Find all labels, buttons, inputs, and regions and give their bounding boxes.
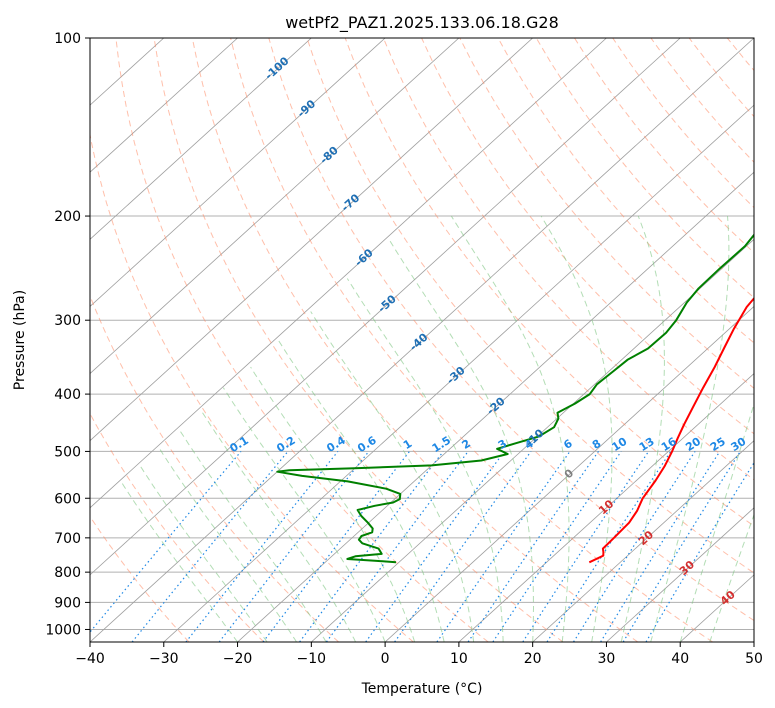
x-tick-label: −30 (149, 651, 179, 667)
isotherm-line (163, 104, 754, 642)
x-axis: −40 −30 −20 −10 0 10 20 30 40 50 (75, 642, 763, 667)
mixing-ratio-line (467, 451, 599, 642)
x-tick-label: 10 (450, 651, 468, 667)
y-tick-label: 900 (54, 595, 81, 611)
mixing-ratio-line (622, 451, 741, 642)
x-axis-title: Temperature (°C) (361, 681, 483, 697)
y-tick-label: 600 (54, 491, 81, 507)
mixing-ratio-line (185, 451, 339, 642)
y-axis-title: Pressure (hPa) (12, 290, 28, 390)
y-tick-label: 200 (54, 209, 81, 225)
dry-adiabat (535, 38, 754, 299)
x-tick-label: 40 (671, 651, 689, 667)
isotherm-line (90, 38, 238, 173)
x-tick-label: −20 (223, 651, 253, 667)
y-tick-label: 100 (54, 31, 81, 47)
mixing-ratio-line (262, 451, 410, 642)
dry-adiabat (153, 38, 564, 642)
y-tick-label: 700 (54, 531, 81, 547)
y-axis: 100 200 300 400 500 600 700 800 900 1000 (45, 31, 90, 638)
x-tick-label: 30 (598, 651, 616, 667)
x-tick-label: 20 (524, 651, 542, 667)
y-tick-label: 1000 (45, 622, 81, 638)
mixing-ratio-line (436, 451, 571, 642)
mixing-ratio-line (522, 451, 650, 642)
mixing-ratio-line (394, 451, 532, 642)
moist-adiabat (346, 278, 504, 642)
chart-title: wetPf2_PAZ1.2025.133.06.18.G28 (285, 13, 559, 33)
moist-adiabat (278, 340, 445, 642)
dry-adiabat (497, 38, 754, 344)
moist-adiabat (310, 311, 475, 642)
isotherm-line (90, 38, 460, 375)
isotherm-line (90, 38, 754, 642)
isotherm-line (237, 171, 754, 642)
isotherm-line (606, 507, 754, 642)
dry-adiabat (344, 38, 754, 527)
x-tick-label: 50 (745, 651, 763, 667)
x-tick-label: 0 (381, 651, 390, 667)
x-tick-label: −40 (75, 651, 105, 667)
isotherm-line (90, 38, 533, 442)
mixing-ratio-line (131, 451, 289, 642)
mixing-ratio-line (492, 451, 622, 642)
isotherm-line (384, 305, 754, 642)
isotherm-line (90, 38, 312, 240)
moist-adiabat (450, 215, 570, 642)
dry-adiabat (90, 294, 339, 642)
moist-adiabat (620, 215, 665, 642)
isotherm-line (90, 38, 386, 307)
y-tick-label: 800 (54, 565, 81, 581)
dry-adiabat (459, 38, 754, 389)
dry-adiabat (90, 412, 265, 642)
plot-frame (89, 37, 755, 643)
mixing-ratio-line (600, 451, 721, 642)
dry-adiabat (115, 38, 489, 642)
y-tick-label: 500 (54, 444, 81, 460)
dry-adiabat (191, 38, 639, 642)
isotherm-line (532, 440, 754, 642)
dry-adiabat (382, 38, 754, 481)
dewpoint-profile (276, 233, 754, 564)
mixing-ratio-line (572, 451, 696, 642)
moist-adiabat (540, 215, 613, 642)
background-lines (90, 38, 754, 642)
moist-adiabat (138, 463, 268, 642)
x-tick-label: −10 (297, 651, 327, 667)
isotherm-line (90, 38, 681, 576)
moist-adiabat (200, 409, 357, 642)
y-tick-label: 300 (54, 313, 81, 329)
isotherm-line (311, 238, 754, 642)
temperature-profile (588, 296, 754, 564)
moist-adiabat (179, 429, 327, 642)
moist-adiabat (119, 480, 238, 642)
dry-adiabat (230, 38, 713, 642)
moist-adiabat (222, 387, 386, 642)
dry-adiabat (90, 515, 190, 642)
y-tick-label: 400 (54, 387, 81, 403)
isotherm-line (90, 38, 607, 509)
profile-lines (276, 233, 754, 564)
dry-adiabat (268, 38, 754, 622)
dry-adiabat (306, 38, 754, 574)
dry-adiabat (90, 132, 414, 642)
isotherm-line (458, 373, 754, 642)
mixing-ratio-line (645, 461, 754, 642)
mixing-ratio-line (546, 451, 672, 642)
moist-adiabat (250, 366, 416, 642)
